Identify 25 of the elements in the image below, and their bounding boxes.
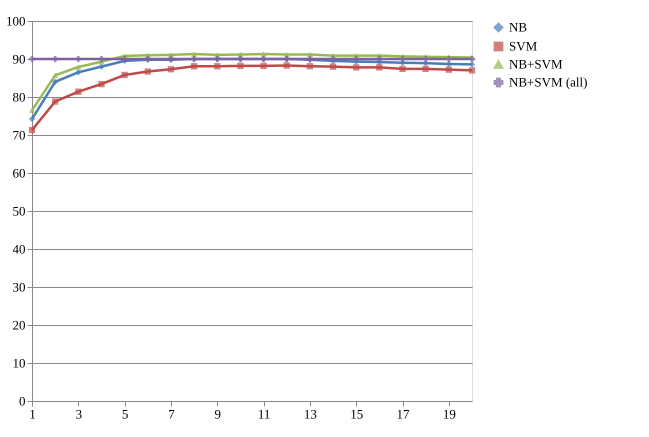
y-tick-label: 60: [12, 166, 26, 180]
y-tick-label: 80: [12, 90, 26, 104]
y-tick-label: 100: [6, 14, 26, 28]
x-tick-label: 17: [396, 406, 410, 422]
y-tick-label: 20: [12, 318, 26, 332]
x-tick-label: 13: [304, 406, 317, 422]
legend-label: NB: [509, 20, 528, 34]
x-tick-label: 5: [122, 406, 128, 422]
x-tick-label: 9: [214, 406, 222, 422]
y-tick-label: 40: [12, 242, 26, 256]
x-tick-label: 1: [29, 406, 36, 422]
x-tick-label: 19: [442, 406, 456, 422]
legend-label: NB+SVM: [509, 56, 564, 72]
y-tick-label: 30: [12, 280, 26, 294]
x-tick-label: 3: [76, 406, 82, 422]
x-tick-label: 7: [168, 406, 176, 422]
y-tick-label: 10: [12, 356, 26, 370]
x-tick-label: 11: [258, 406, 270, 422]
y-tick-label: 0: [19, 394, 26, 408]
y-tick-label: 90: [12, 52, 26, 66]
y-tick-label: 50: [12, 204, 26, 218]
legend-label: SVM: [509, 38, 538, 54]
x-tick-label: 15: [350, 406, 364, 422]
y-tick-label: 70: [12, 128, 26, 142]
legend-label: NB+SVM (all): [509, 74, 588, 90]
